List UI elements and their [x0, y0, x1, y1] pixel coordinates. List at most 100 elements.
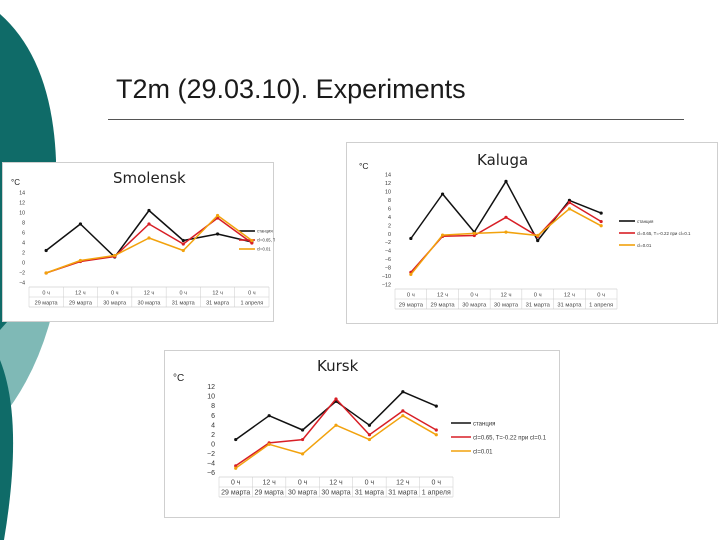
- x-tick-date: 31 марта: [526, 303, 551, 309]
- data-point-series-2: [334, 397, 338, 401]
- data-point-series-1: [267, 414, 271, 418]
- x-tick-time: 12 ч: [564, 293, 575, 299]
- chart-panel-kursk: −6 −4 −2 0 2 4 6 8 10 12 °C 0 ч 12 ч 0 ч 12 ч 0 ч 12 ч 0 …: [164, 350, 560, 518]
- y-tick-label: 14: [19, 190, 25, 196]
- x-tick-time: 0 ч: [407, 293, 415, 299]
- data-point-series-3: [472, 231, 476, 235]
- y-tick-label: 10: [19, 210, 25, 216]
- x-tick-time: 12 ч: [396, 480, 410, 487]
- x-tick-date: 30 марта: [103, 301, 127, 307]
- chart-panel-smolensk: −4 −2 0 2 4 6 8 10 12 14 °C 0 ч 12 ч 0 ч 12 ч 0 ч 12 ч 0 …: [2, 162, 275, 322]
- y-tick-label: −6: [385, 257, 391, 263]
- plot-area-kursk: −6 −4 −2 0 2 4 6 8 10 12 °C 0 ч 12 ч 0 ч 12 ч 0 ч 12 ч 0 …: [173, 373, 547, 498]
- y-tick-label: −2: [19, 270, 25, 276]
- data-point-series-3: [409, 272, 413, 277]
- plot-area-smolensk: −4 −2 0 2 4 6 8 10 12 14 °C 0 ч 12 ч 0 ч 12 ч 0 ч 12 ч 0 …: [11, 178, 275, 308]
- chart-title-kaluga: Kaluga: [477, 151, 529, 169]
- data-point-series-2: [367, 433, 372, 437]
- data-point-series-1: [504, 179, 508, 183]
- data-point-series-3: [599, 224, 603, 228]
- y-tick-label: 8: [388, 198, 391, 204]
- data-point-series-1: [78, 222, 83, 226]
- teal-arc-bottom: [0, 360, 14, 540]
- y-tick-label: −10: [382, 274, 391, 280]
- legend-label-2: cl=0.65, T=-0.22 при cl=0.1: [637, 231, 691, 236]
- data-point-series-1: [44, 248, 48, 253]
- series-line-2: [410, 201, 602, 273]
- y-tick-label: −2: [207, 451, 215, 458]
- x-tick-time: 12 ч: [329, 480, 343, 487]
- y-tick-label: 6: [211, 413, 215, 420]
- series-line-2: [235, 398, 437, 467]
- data-point-series-2: [250, 241, 254, 245]
- x-tick-date: 30 марта: [494, 303, 519, 309]
- data-point-series-3: [440, 233, 445, 237]
- data-point-series-1: [599, 211, 603, 215]
- x-tick-date: 29 марта: [399, 303, 424, 309]
- y-tick-label: 4: [388, 215, 391, 221]
- x-tick-date: 30 марта: [462, 303, 487, 309]
- data-point-series-3: [234, 466, 238, 470]
- data-point-series-3: [504, 230, 508, 234]
- x-tick-time: 0 ч: [231, 480, 241, 487]
- x-tick-date: 29 марта: [69, 301, 93, 307]
- data-point-series-3: [434, 433, 438, 437]
- y-tick-label: −6: [207, 470, 215, 477]
- y-tick-label: 2: [22, 250, 25, 256]
- data-point-series-2: [599, 219, 603, 224]
- x-tick-date: 31 марта: [206, 301, 230, 307]
- data-point-series-3: [113, 253, 117, 258]
- x-tick-date: 31 марта: [557, 303, 582, 309]
- y-tick-label: −2: [385, 240, 391, 246]
- data-point-series-3: [250, 238, 254, 243]
- data-point-series-2: [181, 242, 185, 246]
- data-point-series-2: [300, 437, 305, 442]
- data-point-series-3: [367, 437, 372, 442]
- y-tick-label: −8: [385, 266, 391, 272]
- x-tick-time: 0 ч: [248, 291, 256, 297]
- y-tick-label: −12: [382, 283, 391, 289]
- y-tick-label: 2: [211, 432, 215, 439]
- data-point-series-2: [567, 200, 572, 205]
- y-tick-label: 8: [22, 220, 25, 226]
- y-tick-label: −4: [19, 280, 25, 286]
- chart-kaluga: −12 −10 −8 −6 −4 −2 0 2 4 6 8 10 12 14 °C 0 ч 12 ч 0 ч 12 …: [359, 161, 691, 310]
- legend-label-2: cl=0.65, T=-0.22 при cl=0.1: [257, 238, 275, 243]
- x-tick-date: 29 марта: [221, 490, 250, 497]
- chart-title-kursk: Kursk: [317, 357, 359, 375]
- x-tick-time: 12 ч: [262, 480, 276, 487]
- x-tick-date: 31 марта: [172, 301, 196, 307]
- data-point-series-3: [401, 414, 405, 418]
- x-tick-time: 0 ч: [42, 291, 50, 297]
- y-tick-label: −4: [385, 249, 391, 255]
- data-point-series-1: [409, 236, 413, 241]
- y-tick-label: 0: [388, 232, 391, 238]
- data-point-series-3: [181, 248, 185, 253]
- data-point-series-3: [78, 258, 83, 263]
- x-tick-date: 29 марта: [35, 301, 59, 307]
- x-tick-date: 1 апреля: [589, 303, 613, 309]
- y-axis-unit: °C: [359, 161, 369, 171]
- title-divider: [108, 119, 684, 120]
- data-point-series-1: [147, 208, 151, 213]
- data-point-series-2: [401, 409, 405, 413]
- x-tick-date: 31 марта: [388, 490, 417, 497]
- data-point-series-3: [267, 442, 271, 446]
- data-point-series-3: [300, 452, 305, 456]
- y-tick-label: 12: [19, 200, 25, 206]
- chart-panel-kaluga: −12 −10 −8 −6 −4 −2 0 2 4 6 8 10 12 14 °C 0 ч 12 ч 0 ч 12 …: [346, 142, 718, 324]
- y-tick-label: 4: [22, 240, 25, 246]
- chart-smolensk: −4 −2 0 2 4 6 8 10 12 14 °C 0 ч 12 ч 0 ч 12 ч 0 ч 12 ч 0 …: [11, 178, 275, 308]
- y-tick-label: 14: [385, 173, 391, 179]
- x-tick-time: 0 ч: [432, 480, 442, 487]
- x-tick-date: 30 марта: [321, 490, 350, 497]
- x-tick-time: 12 ч: [212, 291, 223, 297]
- x-tick-time: 0 ч: [298, 480, 308, 487]
- data-point-series-1: [536, 238, 540, 243]
- x-tick-date: 1 апреля: [240, 301, 263, 307]
- data-point-series-1: [434, 404, 438, 408]
- plot-area-kaluga: −12 −10 −8 −6 −4 −2 0 2 4 6 8 10 12 14 °C 0 ч 12 ч 0 ч 12 …: [359, 161, 691, 310]
- data-point-series-1: [440, 192, 445, 196]
- data-point-series-1: [234, 437, 238, 442]
- data-point-series-2: [234, 464, 238, 468]
